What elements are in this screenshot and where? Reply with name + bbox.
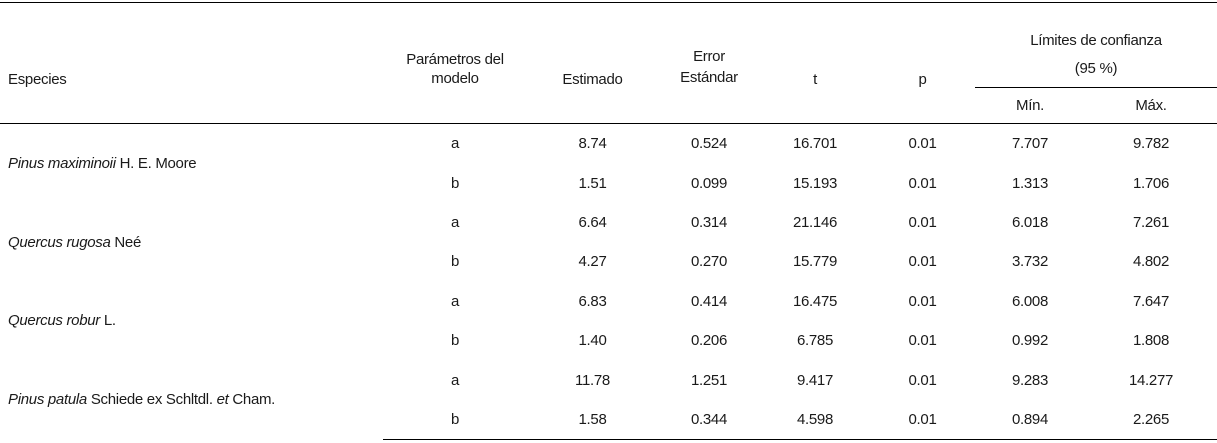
- header-p: p: [870, 2, 975, 88]
- species-author: Schiede ex Schltdl.: [86, 391, 217, 409]
- se-cell: 0.344: [658, 399, 760, 441]
- estimate-cell: 1.58: [527, 399, 658, 441]
- max-cell: 9.782: [1132, 135, 1170, 153]
- t-cell: 21.146: [792, 213, 838, 231]
- param-cell: a: [450, 213, 460, 231]
- p-cell: 0.01: [908, 135, 937, 153]
- se-cell: 1.251: [690, 371, 728, 389]
- t-cell: 6.785: [796, 332, 834, 350]
- header-max: Máx.: [1085, 87, 1217, 124]
- t-cell: 15.193: [792, 174, 838, 192]
- header-species: Especies: [0, 2, 383, 88]
- se-cell: 0.414: [690, 292, 728, 310]
- species-cell: Pinus maximinoii H. E. Moore: [0, 124, 383, 203]
- species-name: Pinus maximinoii: [8, 154, 116, 172]
- se-cell: 0.314: [690, 213, 728, 231]
- species-author: Cham.: [228, 391, 276, 409]
- species-author: L.: [99, 312, 116, 330]
- max-cell: 1.706: [1132, 174, 1170, 192]
- param-cell: b: [450, 332, 460, 350]
- se-cell: 0.524: [690, 135, 728, 153]
- header-estimate: Estimado: [527, 2, 658, 88]
- se-cell: 0.206: [690, 332, 728, 350]
- p-cell: 0.01: [908, 213, 937, 231]
- t-cell: 16.475: [792, 292, 838, 310]
- max-cell: 2.265: [1085, 399, 1217, 441]
- min-cell: 0.894: [975, 399, 1085, 441]
- se-cell: 0.099: [690, 174, 728, 192]
- param-cell: a: [450, 292, 460, 310]
- min-cell: 7.707: [1011, 135, 1049, 153]
- table-body: Pinus maximinoii H. E. Moore a 8.74 0.524 16…: [0, 124, 1217, 441]
- species-name: Pinus patula: [8, 391, 87, 409]
- species-cell: Pinus patula Schiede ex Schltdl. et Cham…: [0, 360, 383, 439]
- species-cell: Quercus rugosa Neé: [0, 203, 383, 282]
- table-row: b 1.40 0.206 6.785 0.01 0.992 1.808: [0, 321, 1217, 360]
- header-std-error: Error Estándar: [658, 2, 760, 88]
- p-cell: 0.01: [870, 399, 975, 441]
- species-connector: et: [216, 391, 229, 409]
- estimate-cell: 6.64: [578, 213, 607, 231]
- p-cell: 0.01: [908, 174, 937, 192]
- header-confidence: Límites de confianza: [975, 2, 1217, 49]
- min-cell: 0.992: [1011, 332, 1049, 350]
- species-name: Quercus rugosa: [8, 233, 111, 251]
- t-cell: 15.779: [792, 253, 838, 271]
- species-name: Quercus robur: [8, 312, 100, 330]
- min-cell: 9.283: [1011, 371, 1049, 389]
- table-row: Pinus maximinoii H. E. Moore a 8.74 0.524 16…: [0, 124, 1217, 172]
- p-cell: 0.01: [908, 371, 937, 389]
- table-row: Quercus rugosa Neé a 6.64 0.314 21.146 0.01 6.…: [0, 203, 1217, 251]
- max-cell: 1.808: [1132, 332, 1170, 350]
- t-cell: 9.417: [796, 371, 834, 389]
- param-cell: a: [450, 371, 460, 389]
- p-cell: 0.01: [908, 292, 937, 310]
- param-cell: b: [450, 174, 460, 192]
- header-parameters: Parámetros del modelo: [383, 2, 527, 88]
- table-row: b 1.58 0.344 4.598 0.01 0.894 2.265: [0, 399, 1217, 441]
- p-cell: 0.01: [908, 253, 937, 271]
- param-cell: b: [383, 399, 527, 441]
- max-cell: 7.647: [1132, 292, 1170, 310]
- t-cell: 16.701: [792, 135, 838, 153]
- table-row: b 1.51 0.099 15.193 0.01 1.313 1.706: [0, 163, 1217, 202]
- max-cell: 7.261: [1132, 213, 1170, 231]
- min-cell: 6.008: [1011, 292, 1049, 310]
- species-cell: Quercus robur L.: [0, 282, 383, 361]
- t-cell: 4.598: [760, 399, 870, 441]
- estimate-cell: 1.40: [578, 332, 607, 350]
- estimate-cell: 6.83: [578, 292, 607, 310]
- estimate-cell: 4.27: [578, 253, 607, 271]
- table-row: b 4.27 0.270 15.779 0.01 3.732 4.802: [0, 242, 1217, 281]
- param-cell: a: [450, 135, 460, 153]
- min-cell: 1.313: [1011, 174, 1049, 192]
- species-author: H. E. Moore: [115, 154, 197, 172]
- estimate-cell: 8.74: [578, 135, 607, 153]
- table-row: Pinus patula Schiede ex Schltdl. et Cham…: [0, 360, 1217, 409]
- param-cell: b: [450, 253, 460, 271]
- min-cell: 3.732: [1011, 253, 1049, 271]
- max-cell: 14.277: [1128, 371, 1174, 389]
- estimate-cell: 11.78: [575, 371, 610, 389]
- header-min: Mín.: [975, 87, 1085, 124]
- header-t: t: [760, 2, 870, 88]
- header-confidence-level: (95 %): [1074, 59, 1118, 77]
- estimate-cell: 1.51: [578, 174, 607, 192]
- p-cell: 0.01: [908, 332, 937, 350]
- min-cell: 6.018: [1011, 213, 1049, 231]
- table-row: Quercus robur L. a 6.83 0.414 16.475 0.01 6.00…: [0, 282, 1217, 330]
- se-cell: 0.270: [690, 253, 728, 271]
- max-cell: 4.802: [1132, 253, 1170, 271]
- species-author: Neé: [110, 233, 142, 251]
